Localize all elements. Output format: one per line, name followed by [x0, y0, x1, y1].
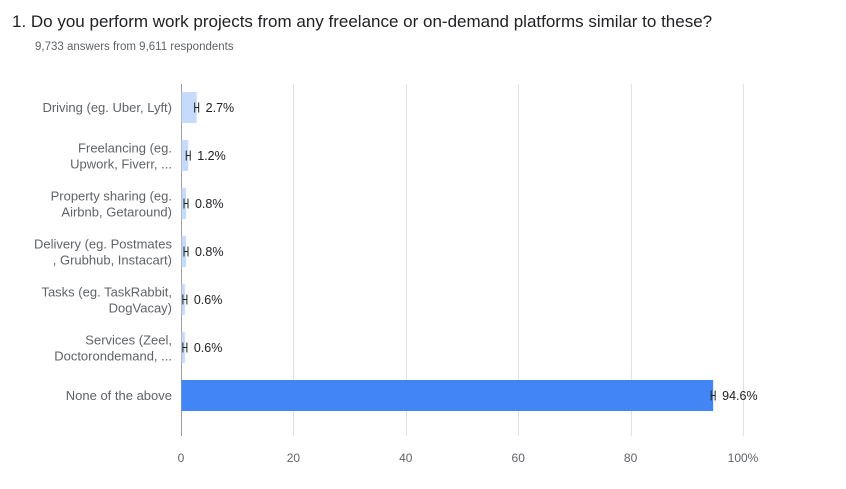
- error-bar-marker: [182, 342, 188, 353]
- error-bar-marker: [185, 150, 191, 161]
- x-tick-label: 40: [399, 451, 413, 465]
- error-bar-marker: [183, 246, 189, 257]
- value-label: 0.6%: [194, 341, 223, 355]
- value-label: 94.6%: [722, 389, 757, 403]
- respondent-count: 9,733 answers from 9,611 respondents: [35, 41, 234, 53]
- x-tick-label: 80: [624, 451, 638, 465]
- x-tick-label: 20: [287, 451, 301, 465]
- x-tick-label: 60: [512, 451, 526, 465]
- error-bar-marker: [183, 198, 189, 209]
- category-label: Delivery (eg. Postmates, Grubhub, Instac…: [34, 237, 172, 268]
- category-label: None of the above: [66, 388, 172, 403]
- value-label: 0.6%: [194, 293, 223, 307]
- error-bar-marker: [194, 102, 200, 113]
- labels: 0 20 40 60 80 100% 2.7% Driving (eg. Uber, Lyft…: [34, 100, 759, 465]
- bars: [181, 92, 716, 411]
- category-label: Freelancing (eg. Upwork, Fiverr, ...: [70, 141, 172, 172]
- category-label: Services (Zeel, Doctorondemand, ...: [54, 333, 172, 364]
- category-label: Tasks (eg. TaskRabbit, DogVacay): [41, 285, 172, 316]
- x-tick-label: 0: [178, 451, 185, 465]
- bar: [181, 92, 197, 123]
- value-label: 0.8%: [195, 197, 224, 211]
- question-title: 1. Do you perform work projects from any…: [12, 12, 713, 31]
- category-label: Property sharing (eg. Airbnb, Getaround): [51, 189, 172, 220]
- x-tick-label: 100%: [728, 451, 759, 465]
- value-label: 0.8%: [195, 245, 224, 259]
- bar: [181, 380, 714, 411]
- value-label: 1.2%: [197, 149, 226, 163]
- value-label: 2.7%: [206, 101, 235, 115]
- error-bar-marker: [182, 294, 188, 305]
- category-label: Driving (eg. Uber, Lyft): [42, 100, 172, 115]
- bar: [181, 140, 189, 171]
- error-bar-marker: [710, 390, 716, 401]
